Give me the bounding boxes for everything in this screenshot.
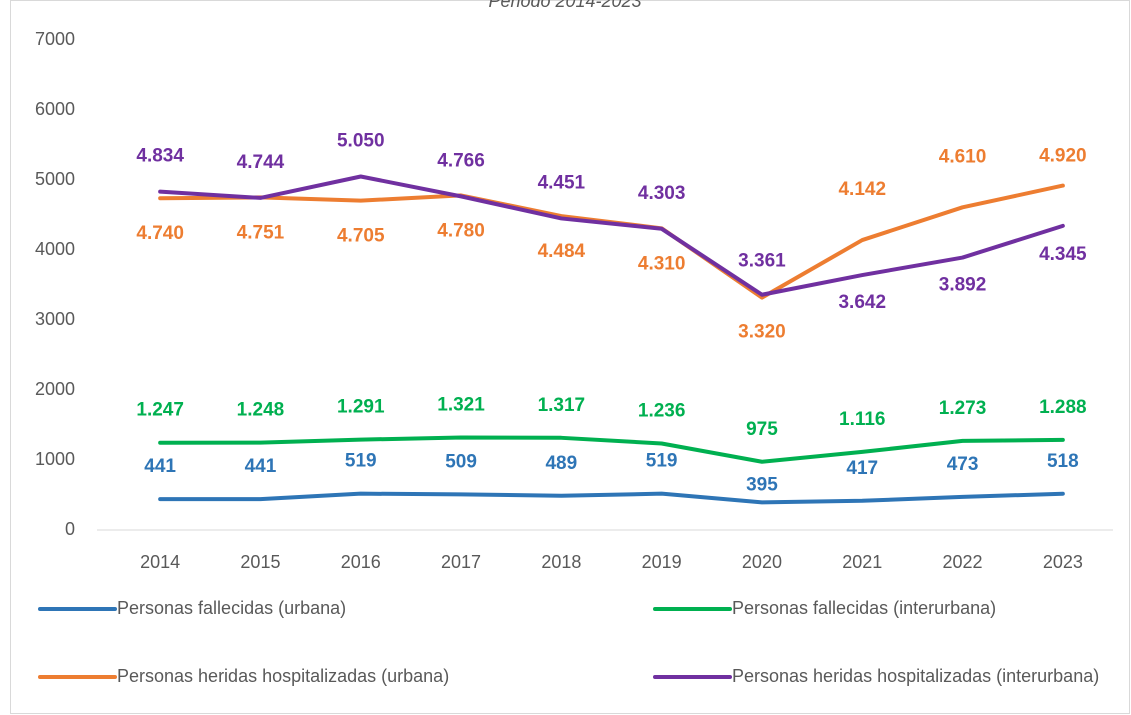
data-label: 519 (646, 451, 678, 472)
data-label: 975 (746, 419, 778, 440)
data-label: 4.345 (1039, 244, 1087, 265)
series-line (158, 174, 1065, 297)
x-tick-label: 2019 (642, 552, 682, 572)
y-tick-label: 5000 (35, 169, 75, 189)
x-tick-label: 2015 (240, 552, 280, 572)
x-tick-label: 2014 (140, 552, 180, 572)
legend-label: Personas heridas hospitalizadas (urbana) (117, 666, 449, 686)
data-label: 1.116 (839, 409, 886, 430)
series-line (158, 435, 1065, 464)
y-tick-label: 0 (65, 519, 75, 539)
data-label: 4.451 (538, 172, 586, 193)
y-tick-label: 6000 (35, 99, 75, 119)
data-label: 4.705 (337, 226, 385, 247)
data-label: 509 (445, 451, 477, 472)
series-line (158, 183, 1065, 300)
data-label: 3.892 (939, 275, 987, 296)
data-label: 3.320 (738, 322, 786, 343)
data-label: 441 (245, 456, 277, 477)
data-label: 518 (1047, 451, 1079, 472)
data-label: 395 (746, 474, 778, 495)
y-tick-label: 1000 (35, 449, 75, 469)
data-label: 441 (144, 456, 176, 477)
chart-frame (10, 0, 1130, 714)
data-label: 4.310 (638, 253, 686, 274)
data-label: 417 (846, 458, 878, 479)
data-label: 4.484 (538, 241, 586, 262)
data-label: 4.751 (237, 222, 285, 243)
data-label: 1.236 (638, 400, 686, 421)
x-tick-label: 2020 (742, 552, 782, 572)
y-tick-label: 2000 (35, 379, 75, 399)
legend-label: Personas heridas hospitalizadas (interur… (732, 666, 1099, 686)
data-label: 3.361 (738, 251, 786, 272)
data-label: 1.247 (136, 400, 184, 421)
data-label: 4.834 (136, 146, 184, 167)
data-label: 1.273 (939, 398, 987, 419)
data-label: 4.780 (437, 220, 485, 241)
x-tick-label: 2016 (341, 552, 381, 572)
chart-title: Periodo 2014-2023 (488, 0, 641, 11)
data-label: 4.610 (939, 146, 987, 167)
y-tick-label: 4000 (35, 239, 75, 259)
data-label: 489 (545, 453, 577, 474)
data-label: 1.291 (337, 397, 385, 418)
data-label: 4.766 (437, 150, 485, 171)
y-tick-label: 7000 (35, 29, 75, 49)
data-label: 1.321 (437, 395, 485, 416)
x-tick-label: 2017 (441, 552, 481, 572)
data-label: 4.744 (237, 152, 285, 173)
x-tick-label: 2022 (943, 552, 983, 572)
data-label: 1.288 (1039, 397, 1087, 418)
series-line (158, 491, 1065, 505)
x-tick-label: 2023 (1043, 552, 1083, 572)
data-label: 1.248 (237, 400, 285, 421)
legend-label: Personas fallecidas (interurbana) (732, 598, 996, 618)
data-label: 3.642 (838, 292, 886, 313)
data-label: 473 (947, 454, 979, 475)
data-label: 519 (345, 451, 377, 472)
x-tick-label: 2021 (842, 552, 882, 572)
data-label: 4.142 (838, 179, 886, 200)
x-tick-label: 2018 (541, 552, 581, 572)
data-label: 4.920 (1039, 146, 1087, 167)
data-label: 1.317 (538, 395, 586, 416)
data-label: 4.740 (136, 223, 184, 244)
legend-label: Personas fallecidas (urbana) (117, 598, 346, 618)
y-tick-label: 3000 (35, 309, 75, 329)
data-label: 4.303 (638, 183, 686, 204)
data-label: 5.050 (337, 131, 385, 152)
